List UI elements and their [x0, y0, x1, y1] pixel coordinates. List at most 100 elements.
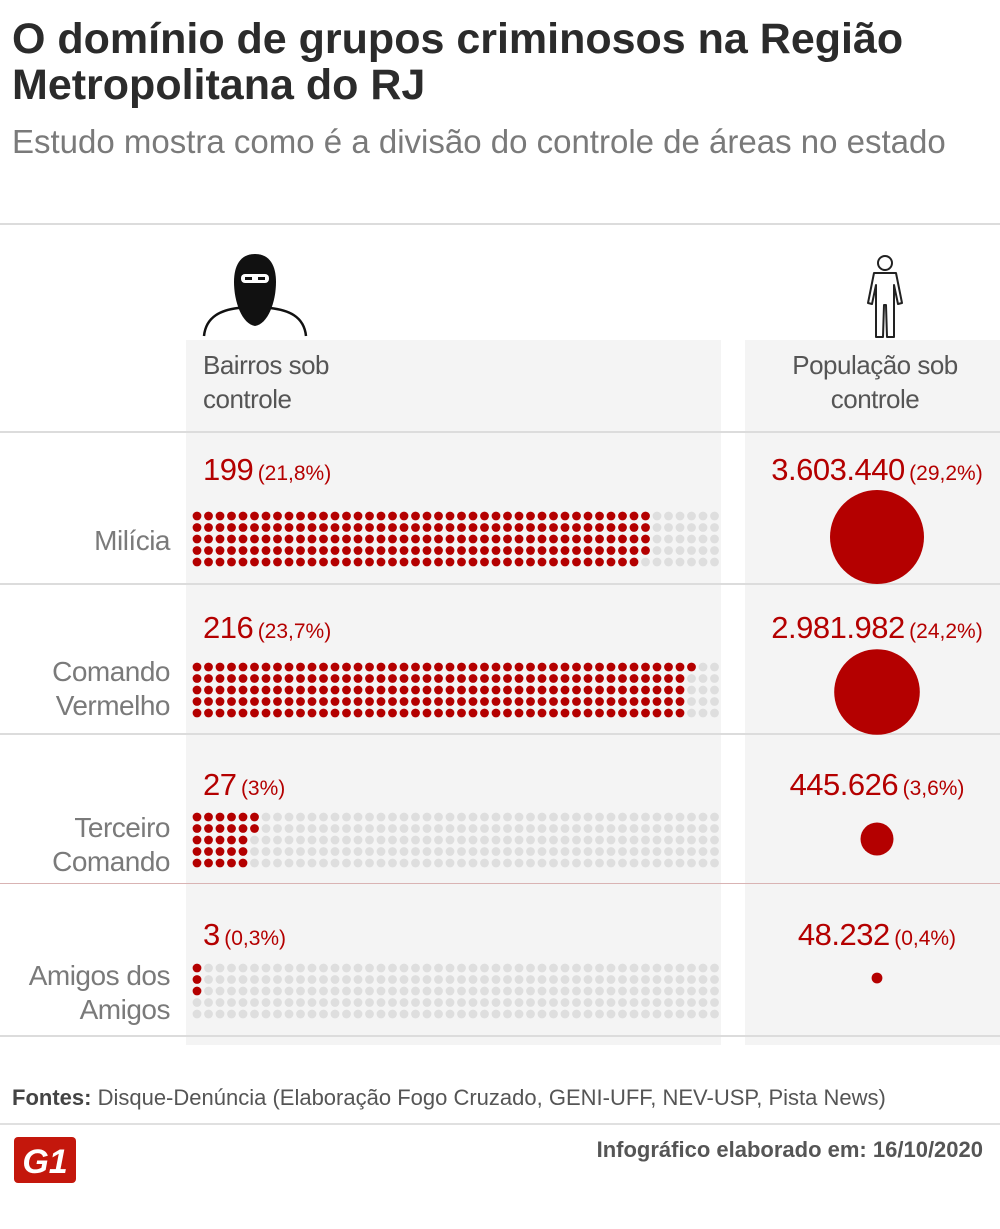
bairro-dot-filled — [445, 557, 455, 567]
bairro-dot-filled — [353, 708, 363, 718]
bairro-dot-filled — [537, 523, 547, 532]
bairro-dot-empty — [319, 847, 328, 856]
bairro-dot-empty — [710, 662, 719, 672]
bairro-dot-filled — [376, 534, 386, 544]
bairro-dot-filled — [549, 511, 558, 521]
bairro-dot-filled — [204, 534, 213, 544]
bairro-dot-filled — [319, 523, 328, 532]
bairro-dot-filled — [445, 511, 455, 521]
bairro-dot-empty — [687, 523, 696, 532]
bairro-dot-empty — [583, 824, 593, 833]
bairro-dot-empty — [514, 1009, 524, 1019]
bairro-dot-filled — [514, 662, 524, 672]
bairro-dot-empty — [411, 824, 420, 833]
bairro-dot-empty — [284, 963, 294, 973]
bairro-dot-filled — [641, 708, 650, 718]
bairro-dot-filled — [238, 697, 248, 706]
bairro-dot-filled — [445, 662, 455, 672]
bairro-dot-empty — [583, 847, 593, 856]
bairro-dot-empty — [491, 963, 501, 973]
bairro-dot-empty — [675, 858, 685, 868]
bairro-dot-empty — [399, 824, 409, 833]
bairro-dot-filled — [422, 708, 432, 718]
bairro-dot-empty — [388, 986, 397, 996]
bairro-dot-filled — [261, 685, 271, 695]
bairro-dot-empty — [652, 534, 662, 544]
bairro-dot-filled — [296, 685, 305, 695]
bairro-dot-filled — [537, 697, 547, 706]
bairro-dot-filled — [319, 685, 328, 695]
bairro-dot-filled — [319, 546, 328, 555]
bairro-dot-filled — [434, 557, 443, 567]
bairro-dot-filled — [192, 963, 202, 973]
bairro-dot-filled — [227, 835, 236, 845]
bairro-dot-empty — [503, 998, 512, 1007]
bairro-dot-filled — [250, 557, 259, 567]
bairro-dot-filled — [434, 708, 443, 718]
bairro-dot-filled — [618, 511, 627, 521]
bairro-dot-filled — [192, 812, 202, 822]
bairro-dot-empty — [687, 998, 696, 1007]
bairro-dot-empty — [710, 511, 719, 521]
bairro-dot-filled — [399, 685, 409, 695]
bairro-dot-empty — [606, 824, 616, 833]
bairro-dot-empty — [307, 986, 317, 996]
bairro-dot-empty — [399, 998, 409, 1007]
bairro-dot-empty — [215, 1009, 225, 1019]
bairro-dot-filled — [330, 511, 340, 521]
bairro-dot-empty — [261, 986, 271, 996]
bairro-dot-empty — [560, 975, 570, 984]
bairro-dot-empty — [491, 858, 501, 868]
bairro-dot-empty — [388, 858, 397, 868]
bairro-dot-filled — [204, 835, 213, 845]
bairro-dot-empty — [664, 546, 673, 555]
bairro-dot-filled — [204, 523, 213, 532]
bairro-dot-empty — [411, 986, 420, 996]
bairro-dot-empty — [468, 1009, 478, 1019]
bairro-dot-filled — [664, 697, 673, 706]
bairro-dot-filled — [445, 534, 455, 544]
bairro-dot-empty — [215, 986, 225, 996]
bairro-dot-filled — [215, 523, 225, 532]
bairro-dot-empty — [698, 523, 708, 532]
bairro-dot-empty — [664, 824, 673, 833]
bairro-dot-filled — [215, 847, 225, 856]
bairro-dot-empty — [330, 986, 340, 996]
bairro-dot-empty — [353, 812, 363, 822]
populacao-percent: (24,2%) — [909, 620, 983, 643]
bairro-dot-filled — [307, 685, 317, 695]
bairro-dot-filled — [204, 546, 213, 555]
bairros-percent: (0,3%) — [224, 927, 287, 950]
bairro-dot-empty — [365, 812, 374, 822]
bairro-dot-filled — [526, 685, 535, 695]
bairro-dot-filled — [353, 511, 363, 521]
bairro-dot-empty — [468, 824, 478, 833]
bairro-dot-empty — [606, 812, 616, 822]
bairro-dot-empty — [526, 1009, 535, 1019]
bairro-dot-filled — [192, 674, 202, 683]
bairro-dot-empty — [526, 963, 535, 973]
bairro-dot-empty — [641, 824, 650, 833]
populacao-percent: (29,2%) — [909, 462, 983, 485]
bairro-dot-filled — [422, 685, 432, 695]
bairro-dot-empty — [273, 963, 282, 973]
bairro-dot-empty — [434, 975, 443, 984]
bairro-dot-empty — [652, 858, 662, 868]
bairro-dot-empty — [618, 963, 627, 973]
bairro-dot-filled — [583, 685, 593, 695]
bairro-dot-empty — [480, 824, 489, 833]
bairro-dot-empty — [698, 858, 708, 868]
bairro-dot-empty — [537, 835, 547, 845]
bairro-dot-empty — [319, 824, 328, 833]
bairro-dot-empty — [698, 963, 708, 973]
bairro-dot-filled — [468, 674, 478, 683]
bairro-dot-empty — [457, 835, 466, 845]
bairro-dot-filled — [526, 708, 535, 718]
bairro-dot-empty — [583, 858, 593, 868]
bairro-dot-empty — [675, 557, 685, 567]
bairro-dot-empty — [641, 858, 650, 868]
bairro-dot-filled — [595, 557, 604, 567]
bairro-dot-filled — [388, 662, 397, 672]
bairro-dot-filled — [250, 697, 259, 706]
bairro-dot-filled — [399, 511, 409, 521]
